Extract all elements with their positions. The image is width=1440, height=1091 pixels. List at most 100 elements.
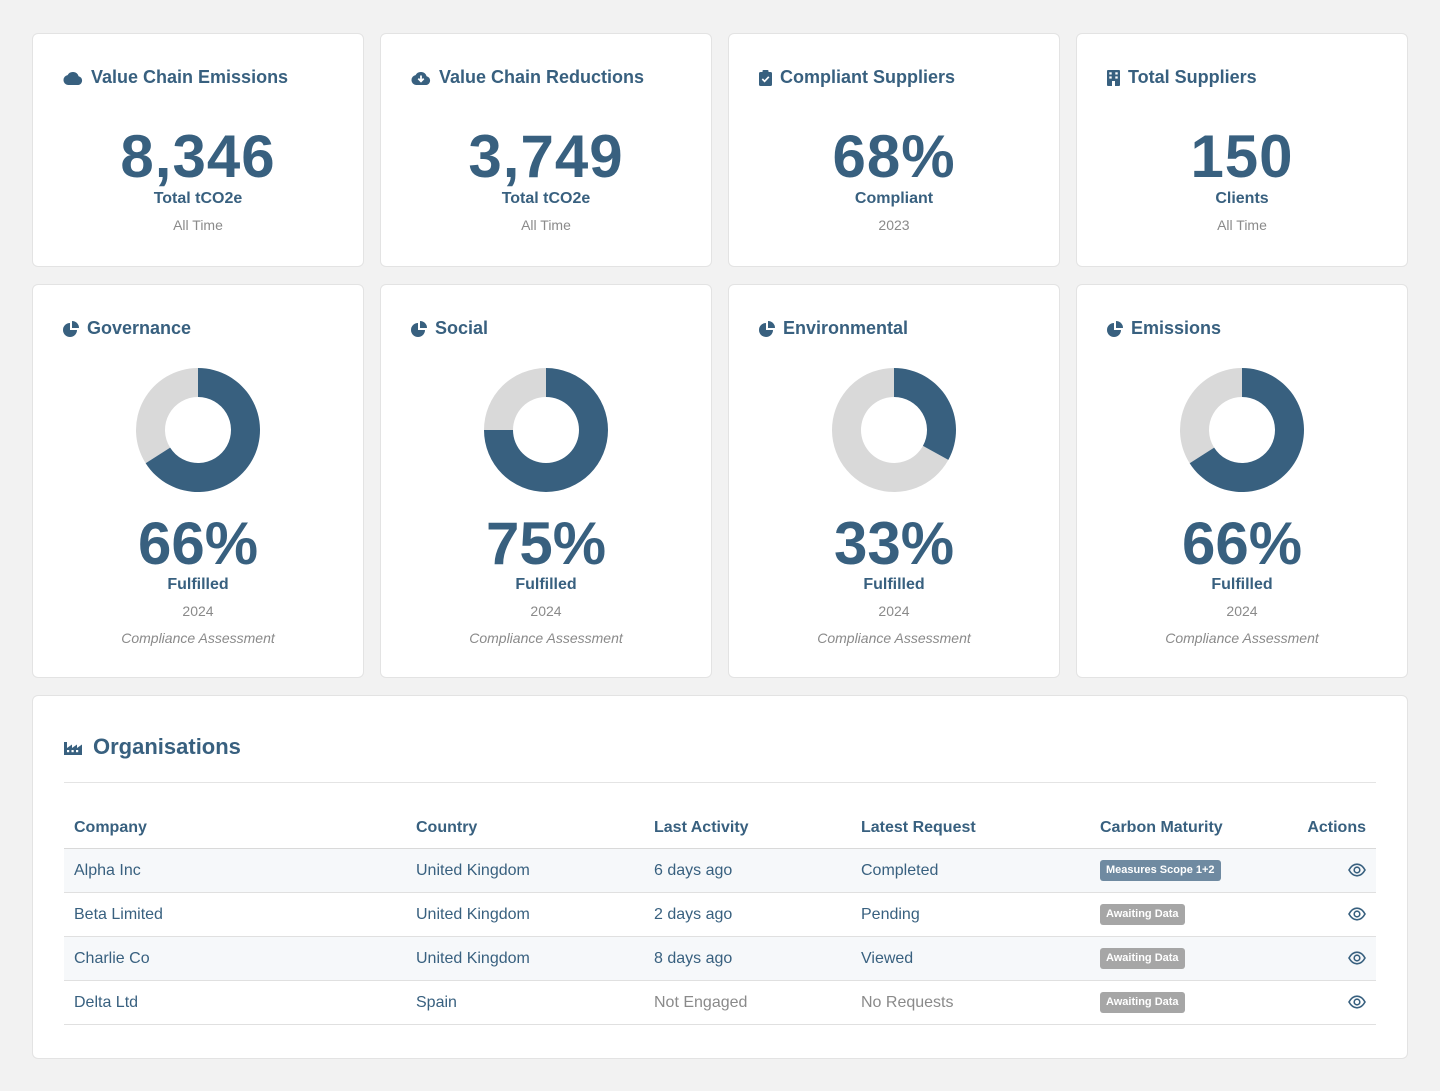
column-header-latest-request[interactable]: Latest Request	[851, 808, 1090, 849]
compliance-card-governance: Governance 66% Fulfilled 2024 Compliance…	[32, 284, 364, 678]
compliance-year: 2024	[530, 603, 562, 619]
donut-fulfilled-segment	[894, 368, 956, 460]
compliance-note: Compliance Assessment	[1165, 630, 1319, 646]
compliance-percentage: 33%	[833, 510, 955, 577]
card-title-text: Value Chain Emissions	[91, 67, 289, 87]
pie-chart-icon	[63, 320, 79, 337]
eye-icon[interactable]	[1348, 907, 1366, 921]
carbon-maturity-badge: Awaiting Data	[1100, 904, 1185, 925]
eye-icon[interactable]	[1348, 863, 1366, 877]
pie-chart-icon	[1107, 320, 1123, 337]
organisations-title: Organisations	[64, 734, 241, 760]
pie-chart-icon	[411, 320, 427, 337]
factory-icon	[64, 742, 82, 755]
organisations-title-text: Organisations	[93, 734, 241, 759]
stat-period: All Time	[521, 217, 571, 233]
cloud-download-icon	[411, 71, 431, 85]
compliance-percentage: 66%	[137, 510, 259, 577]
donut-remaining-segment	[136, 368, 198, 464]
donut-fulfilled-segment	[145, 368, 260, 492]
latest-request-cell: Pending	[851, 892, 1090, 937]
organisations-table: Company Country Last Activity Latest Req…	[64, 808, 1376, 1025]
latest-request-cell: No Requests	[851, 980, 1090, 1025]
card-title: Emissions	[1107, 318, 1221, 339]
compliance-donut	[136, 368, 260, 492]
stat-card-total-suppliers: Total Suppliers 150 Clients All Time	[1076, 33, 1408, 267]
stat-value: 150	[1190, 123, 1294, 190]
compliance-year: 2024	[182, 603, 214, 619]
stat-period: All Time	[1217, 217, 1267, 233]
table-row[interactable]: Delta Ltd Spain Not Engaged No Requests …	[64, 980, 1376, 1025]
donut-fulfilled-segment	[1189, 368, 1304, 492]
card-title-text: Value Chain Reductions	[439, 67, 645, 87]
column-header-carbon-maturity[interactable]: Carbon Maturity	[1090, 808, 1266, 849]
building-icon	[1107, 69, 1120, 86]
country-cell: Spain	[406, 980, 644, 1025]
company-cell: Beta Limited	[64, 892, 406, 937]
card-title: Compliant Suppliers	[759, 67, 955, 88]
stat-label: Total tCO2e	[153, 190, 243, 207]
compliance-donut	[1180, 368, 1304, 492]
country-cell: United Kingdom	[406, 892, 644, 937]
carbon-maturity-badge: Awaiting Data	[1100, 948, 1185, 969]
donut-remaining-segment	[1180, 368, 1242, 464]
stat-period: 2023	[878, 217, 910, 233]
column-header-last-activity[interactable]: Last Activity	[644, 808, 851, 849]
card-title-text: Compliant Suppliers	[780, 67, 956, 87]
last-activity-cell: 8 days ago	[644, 936, 851, 981]
column-header-company[interactable]: Company	[64, 808, 406, 849]
compliance-donut	[832, 368, 956, 492]
last-activity-cell: Not Engaged	[644, 980, 851, 1025]
column-header-actions: Actions	[1266, 808, 1376, 849]
card-title: Value Chain Emissions	[63, 67, 288, 88]
actions-cell	[1266, 892, 1376, 937]
last-activity-cell: 2 days ago	[644, 892, 851, 937]
compliance-percentage: 66%	[1181, 510, 1303, 577]
pie-chart-icon	[759, 320, 775, 337]
carbon-maturity-cell: Awaiting Data	[1090, 936, 1266, 981]
company-cell: Charlie Co	[64, 936, 406, 981]
stat-value: 8,346	[120, 123, 276, 190]
organisations-card: Organisations Company Country Last Activ…	[32, 695, 1408, 1059]
donut-remaining-segment	[832, 368, 949, 492]
last-activity-cell: 6 days ago	[644, 848, 851, 893]
eye-icon[interactable]	[1348, 951, 1366, 965]
cloud-icon	[63, 71, 83, 85]
stat-label: Compliant	[854, 190, 934, 207]
compliance-year: 2024	[878, 603, 910, 619]
compliance-note: Compliance Assessment	[121, 630, 275, 646]
card-title: Value Chain Reductions	[411, 67, 644, 88]
carbon-maturity-cell: Awaiting Data	[1090, 892, 1266, 937]
stat-label: Clients	[1215, 190, 1269, 207]
card-title: Governance	[63, 318, 191, 339]
card-title-text: Total Suppliers	[1128, 67, 1257, 87]
carbon-maturity-cell: Measures Scope 1+2	[1090, 848, 1266, 893]
latest-request-cell: Completed	[851, 848, 1090, 893]
column-header-country[interactable]: Country	[406, 808, 644, 849]
compliance-note: Compliance Assessment	[817, 630, 971, 646]
company-cell: Delta Ltd	[64, 980, 406, 1025]
country-cell: United Kingdom	[406, 936, 644, 981]
compliance-status: Fulfilled	[167, 576, 229, 593]
compliance-status: Fulfilled	[1211, 576, 1273, 593]
eye-icon[interactable]	[1348, 995, 1366, 1009]
card-title: Total Suppliers	[1107, 67, 1257, 88]
table-row[interactable]: Charlie Co United Kingdom 8 days ago Vie…	[64, 936, 1376, 981]
compliance-note: Compliance Assessment	[469, 630, 623, 646]
compliance-card-emissions: Emissions 66% Fulfilled 2024 Compliance …	[1076, 284, 1408, 678]
clipboard-check-icon	[759, 69, 772, 86]
carbon-maturity-badge: Awaiting Data	[1100, 992, 1185, 1013]
table-header-row: Company Country Last Activity Latest Req…	[64, 808, 1376, 849]
compliance-percentage: 75%	[485, 510, 607, 577]
card-title-text: Social	[435, 318, 489, 338]
card-title-text: Emissions	[1131, 318, 1222, 338]
compliance-status: Fulfilled	[515, 576, 577, 593]
compliance-card-social: Social 75% Fulfilled 2024 Compliance Ass…	[380, 284, 712, 678]
table-row[interactable]: Beta Limited United Kingdom 2 days ago P…	[64, 892, 1376, 937]
donut-remaining-segment	[484, 368, 546, 430]
compliance-status: Fulfilled	[863, 576, 925, 593]
card-title-text: Governance	[87, 318, 192, 338]
stat-label: Total tCO2e	[501, 190, 591, 207]
carbon-maturity-badge: Measures Scope 1+2	[1100, 860, 1221, 881]
table-row[interactable]: Alpha Inc United Kingdom 6 days ago Comp…	[64, 848, 1376, 893]
